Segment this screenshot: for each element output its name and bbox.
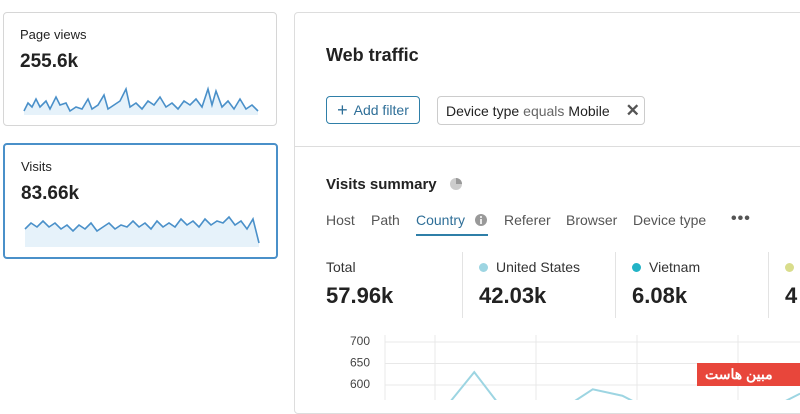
chart: 600 650 700 (350, 334, 800, 400)
tab[interactable]: Country (416, 212, 466, 228)
plus-icon: + (337, 99, 348, 120)
card-value: 83.66k (21, 183, 80, 204)
metric-name: Total (326, 259, 356, 275)
y-tick-label: 600 (350, 377, 370, 391)
y-tick-label: 700 (350, 334, 370, 348)
metric-label: Total (326, 259, 356, 275)
page-views-card[interactable]: Page views 255.6k (3, 12, 277, 126)
tab[interactable]: Device type (633, 212, 707, 228)
summary-title: Visits summary (326, 176, 437, 193)
metric-value: 42.03k (479, 283, 547, 308)
filter-value: Mobile (568, 102, 610, 119)
remove-filter[interactable]: ✕ (625, 100, 640, 120)
metric-value: 57.96k (326, 283, 394, 308)
metric-label: Vietnam (632, 259, 700, 275)
divider (295, 146, 800, 147)
sparkline (23, 86, 259, 115)
active-tab-underline (416, 234, 488, 236)
filter-operator: equals (523, 102, 565, 119)
series-line (450, 370, 800, 400)
watermark: مبین هاست (697, 363, 800, 386)
legend-dot (632, 263, 641, 272)
metric-value: 4 (785, 283, 798, 308)
button-label: Add filter (353, 102, 409, 118)
metric-value: 6.08k (632, 283, 688, 308)
separator (768, 252, 769, 318)
tab[interactable]: Path (371, 212, 400, 228)
legend-dot (785, 263, 794, 272)
card-label: Visits (21, 159, 52, 174)
separator (615, 252, 616, 318)
filter-field: Device type (446, 102, 520, 119)
tab[interactable]: Host (326, 212, 355, 228)
tab[interactable]: Referer (504, 212, 551, 228)
card-label: Page views (20, 27, 87, 42)
add-filter-button[interactable]: + Add filter (326, 96, 420, 124)
metric-name: United States (496, 259, 581, 275)
filter-chip[interactable]: Device type equals Mobile ✕ (437, 96, 645, 125)
card-value: 255.6k (20, 51, 79, 72)
metric-name: Vietnam (649, 259, 701, 275)
separator (462, 252, 463, 318)
visits-card[interactable]: Visits 83.66k (3, 143, 278, 259)
metric-label: United States (479, 259, 580, 275)
more-tabs[interactable]: ••• (731, 210, 751, 227)
page: Page views 255.6k Visits 83.66k Web traf… (3, 12, 800, 414)
y-tick-label: 650 (350, 356, 370, 370)
tab[interactable]: Browser (566, 212, 618, 228)
pie-icon (450, 178, 462, 190)
legend-dot (479, 263, 488, 272)
sparkline (24, 215, 260, 247)
metric-label (785, 259, 800, 275)
panel-title: Web traffic (326, 45, 419, 65)
info-icon (475, 214, 487, 226)
